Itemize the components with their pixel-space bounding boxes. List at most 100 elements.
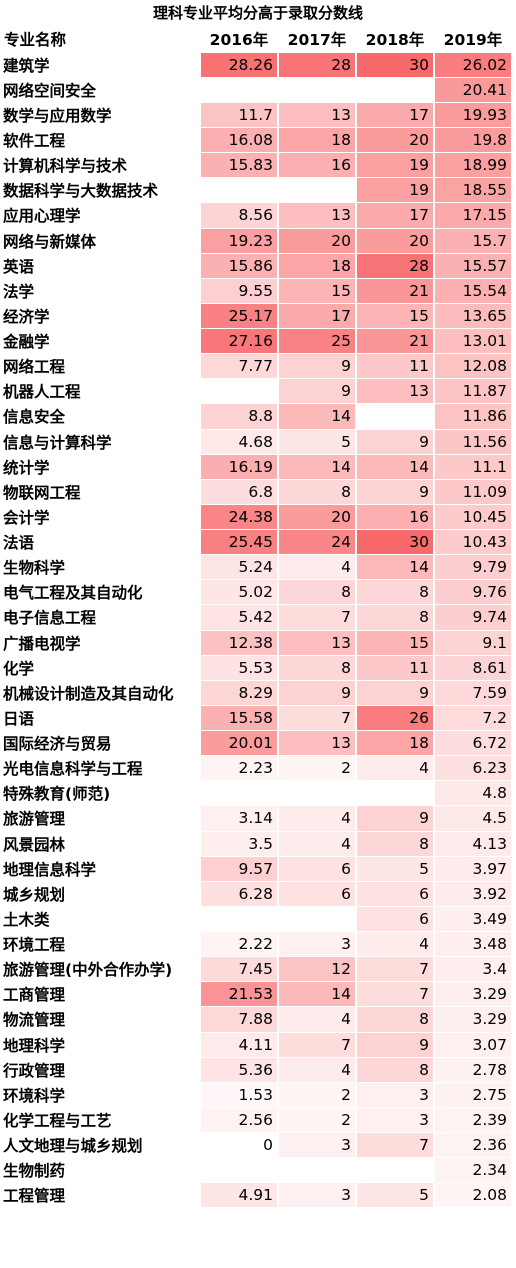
cell-value-2016: 6.28 [200,881,279,907]
cell-value-2017: 13 [278,630,357,656]
cell-value-2019: 18.55 [434,177,513,204]
cell-value-2016 [200,177,279,204]
cell-value-2017: 7 [278,1032,357,1058]
cell-major-name: 网络空间安全 [0,77,201,103]
cell-value-2017: 4 [278,831,357,857]
table-row: 地理信息科学 9.57 6 5 3.97 [0,856,513,882]
table-row: 环境科学 1.53 2 3 2.75 [0,1082,513,1108]
cell-major-name: 统计学 [0,454,201,480]
table-row: 法学 9.55 15 21 15.54 [0,278,513,304]
cell-value-2018: 9 [356,479,435,505]
cell-value-2018: 9 [356,805,435,832]
cell-major-name: 软件工程 [0,127,201,154]
cell-major-name: 电子信息工程 [0,604,201,631]
cell-value-2017: 2 [278,755,357,782]
cell-value-2018 [356,403,435,430]
cell-major-name: 信息与计算科学 [0,429,201,455]
cell-value-2019: 19.8 [434,127,513,154]
cell-value-2019: 2.36 [434,1132,513,1159]
cell-value-2018: 4 [356,755,435,782]
cell-value-2018: 15 [356,630,435,656]
table-row: 化学工程与工艺 2.56 2 3 2.39 [0,1107,513,1134]
cell-value-2019: 3.29 [434,981,513,1008]
cell-value-2017: 17 [278,303,357,330]
table-row: 化学 5.53 8 11 8.61 [0,655,513,681]
table-row: 工商管理 21.53 14 7 3.29 [0,981,513,1008]
cell-major-name: 金融学 [0,328,201,355]
cell-value-2018: 11 [356,655,435,681]
cell-value-2016: 15.86 [200,253,279,279]
cell-value-2016: 21.53 [200,981,279,1008]
cell-value-2018: 17 [356,202,435,229]
cell-value-2016: 8.56 [200,202,279,229]
cell-value-2018: 26 [356,705,435,732]
table-row: 软件工程 16.08 18 20 19.8 [0,127,513,154]
cell-value-2019: 3.4 [434,956,513,983]
cell-value-2019: 18.99 [434,152,513,179]
cell-value-2019: 6.23 [434,755,513,782]
cell-value-2018: 9 [356,429,435,455]
cell-value-2019: 9.74 [434,604,513,631]
cell-value-2019: 17.15 [434,202,513,229]
cell-value-2016 [200,77,279,103]
cell-value-2019: 10.45 [434,504,513,531]
table-row: 旅游管理 3.14 4 9 4.5 [0,805,513,832]
table-row: 工程管理 4.91 3 5 2.08 [0,1182,513,1209]
column-header-2018: 2018年 [356,27,435,53]
cell-value-2016: 15.58 [200,705,279,732]
cell-value-2018: 21 [356,278,435,304]
table-row: 建筑学 28.26 28 30 26.02 [0,52,513,78]
cell-major-name: 数学与应用数学 [0,102,201,129]
cell-value-2016: 20.01 [200,730,279,757]
table-row: 土木类 6 3.49 [0,906,513,933]
cell-value-2016: 16.19 [200,454,279,480]
cell-value-2019: 13.65 [434,303,513,330]
cell-major-name: 环境工程 [0,931,201,958]
cell-major-name: 应用心理学 [0,202,201,229]
cell-major-name: 特殊教育(师范) [0,780,201,807]
cell-value-2019: 3.92 [434,881,513,907]
table-row: 旅游管理(中外合作办学) 7.45 12 7 3.4 [0,956,513,983]
cell-value-2018: 7 [356,1132,435,1159]
cell-value-2019: 2.34 [434,1157,513,1184]
table-row: 网络与新媒体 19.23 20 20 15.7 [0,228,513,254]
table-row: 日语 15.58 7 26 7.2 [0,705,513,732]
cell-major-name: 英语 [0,253,201,279]
cell-value-2016: 9.55 [200,278,279,304]
cell-value-2016: 16.08 [200,127,279,154]
cell-value-2017: 4 [278,1057,357,1083]
table-row: 数学与应用数学 11.7 13 17 19.93 [0,102,513,129]
cell-value-2016: 8.8 [200,403,279,430]
cell-value-2017 [278,177,357,204]
table-row: 生物科学 5.24 4 14 9.79 [0,554,513,581]
cell-major-name: 法语 [0,529,201,556]
table-row: 法语 25.45 24 30 10.43 [0,529,513,556]
cell-value-2016: 3.14 [200,805,279,832]
cell-value-2016: 2.23 [200,755,279,782]
cell-major-name: 生物科学 [0,554,201,581]
table-row: 机械设计制造及其自动化 8.29 9 9 7.59 [0,680,513,706]
cell-value-2017: 2 [278,1082,357,1108]
cell-major-name: 信息安全 [0,403,201,430]
cell-value-2019: 15.54 [434,278,513,304]
cell-value-2017: 2 [278,1107,357,1134]
cell-major-name: 风景园林 [0,831,201,857]
cell-value-2018: 19 [356,152,435,179]
cell-value-2016: 2.56 [200,1107,279,1134]
cell-value-2017: 8 [278,655,357,681]
cell-major-name: 计算机科学与技术 [0,152,201,179]
table-row: 光电信息科学与工程 2.23 2 4 6.23 [0,755,513,782]
cell-value-2016: 7.45 [200,956,279,983]
cell-major-name: 旅游管理 [0,805,201,832]
cell-value-2018: 19 [356,177,435,204]
cell-value-2019: 2.78 [434,1057,513,1083]
cell-value-2017: 14 [278,454,357,480]
cell-major-name: 城乡规划 [0,881,201,907]
cell-value-2017: 7 [278,705,357,732]
cell-major-name: 机器人工程 [0,378,201,405]
cell-value-2016: 0 [200,1132,279,1159]
cell-value-2016: 11.7 [200,102,279,129]
cell-value-2019: 6.72 [434,730,513,757]
cell-value-2019: 9.79 [434,554,513,581]
cell-value-2018 [356,1157,435,1184]
